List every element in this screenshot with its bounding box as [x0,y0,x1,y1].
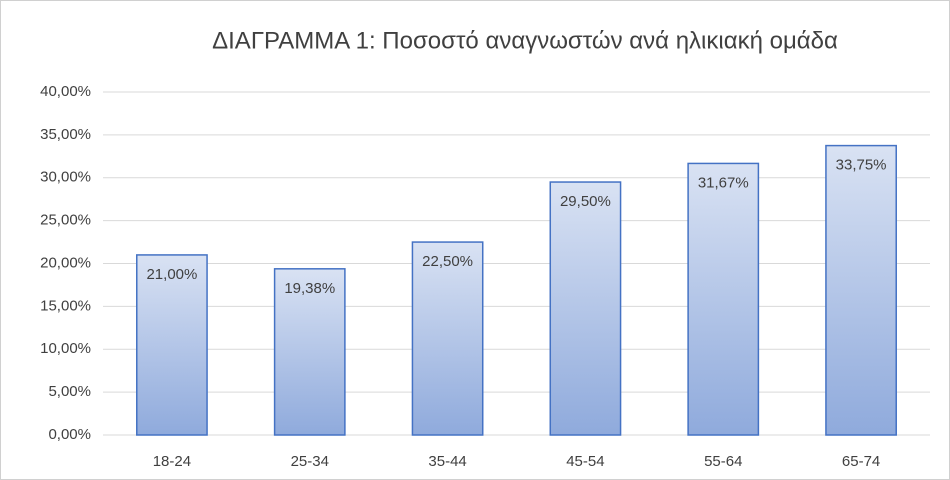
y-tick-label: 30,00% [40,169,91,186]
data-label: 33,75% [836,157,887,174]
data-label: 22,50% [422,253,473,270]
bar [411,241,484,436]
bar [825,144,897,436]
x-tick-label: 45-54 [566,453,604,470]
x-tick-label: 35-44 [428,453,466,470]
y-tick-label: 15,00% [40,297,91,314]
y-tick-label: 0,00% [48,426,91,443]
bar [136,254,208,436]
y-tick-label: 40,00% [40,83,91,100]
y-tick-label: 10,00% [40,340,91,357]
x-tick-label: 55-64 [704,453,742,470]
x-tick-label: 25-34 [291,453,329,470]
bar [687,162,760,436]
x-tick-label: 65-74 [842,453,880,470]
data-label: 31,67% [698,174,749,191]
y-tick-label: 25,00% [40,212,91,229]
data-label: 29,50% [560,193,611,210]
y-tick-label: 35,00% [40,126,91,143]
data-label: 19,38% [284,280,335,297]
chart-title: ΔΙΑΓΡΑΜΜΑ 1: Ποσοστό αναγνωστών ανά ηλικ… [212,27,838,54]
bar [273,268,346,436]
y-tick-label: 5,00% [48,383,91,400]
y-tick-label: 20,00% [40,254,91,271]
bar [549,181,622,436]
data-label: 21,00% [146,266,197,283]
x-tick-label: 18-24 [153,453,191,470]
